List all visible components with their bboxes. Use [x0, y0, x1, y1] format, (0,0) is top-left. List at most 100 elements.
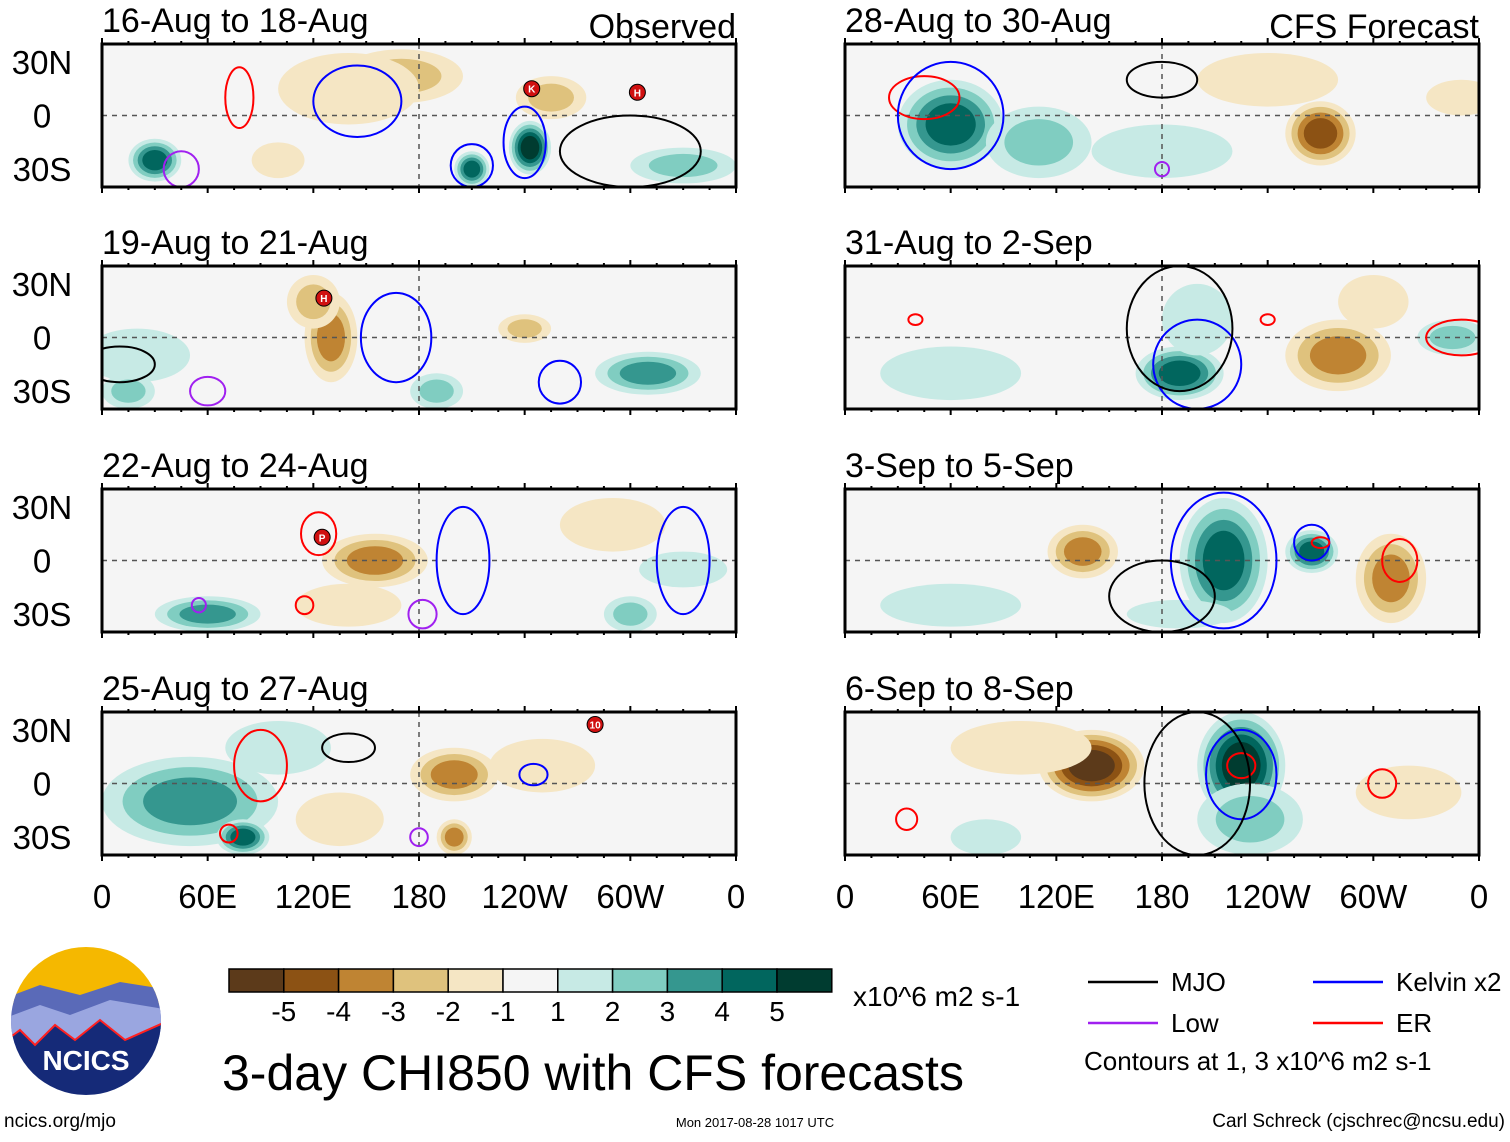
mjo-contour: [102, 345, 156, 384]
x-tick-label: 120W: [1225, 878, 1312, 915]
low-contour: [189, 375, 227, 407]
anomaly-shading: [419, 379, 454, 403]
colorbar-swatch: [666, 968, 723, 993]
anomaly-shading: [950, 819, 1022, 855]
footer-author: Carl Schreck (cjschrec@ncsu.edu): [1212, 1111, 1505, 1132]
mjo-contour: [321, 732, 376, 764]
ncics-logo: NCICS: [11, 947, 161, 1095]
er-contour: [1259, 313, 1276, 326]
svg-text:Low: Low: [1171, 1008, 1219, 1038]
colorbar-swatch: [447, 968, 504, 993]
panel-title: 6-Sep to 8-Sep: [845, 670, 1074, 708]
er-contour: [218, 823, 239, 844]
colorbar-label: -5: [271, 996, 296, 1027]
anomaly-shading: [102, 328, 191, 383]
anomaly-shading: [230, 828, 256, 846]
anomaly-shading: [1355, 765, 1462, 820]
er-contour: [1425, 318, 1479, 357]
er-contour: [907, 313, 924, 326]
kelvin-contour: [655, 505, 711, 616]
svg-text:H: H: [320, 294, 327, 305]
y-tick-label: 30S: [13, 819, 72, 856]
y-tick-label: 0: [33, 543, 51, 580]
svg-text:MJO: MJO: [1171, 967, 1226, 997]
contour-note: Contours at 1, 3 x10^6 m2 s-1: [1084, 1046, 1431, 1076]
er-contour: [224, 66, 255, 130]
colorbar-label: 5: [769, 996, 785, 1027]
anomaly-shading: [1299, 541, 1325, 562]
panel-title: 22-Aug to 24-Aug: [102, 447, 369, 485]
x-tick-label: 0: [727, 878, 745, 915]
tropical-cyclone-icon: P: [313, 528, 331, 546]
x-tick-label: 180: [1134, 878, 1189, 915]
anomaly-shading: [1158, 360, 1201, 386]
kelvin-contour: [1205, 728, 1278, 821]
low-contour: [409, 827, 429, 848]
svg-text:H: H: [634, 88, 641, 99]
anomaly-shading: [295, 583, 402, 627]
map-panel: 10 25-Aug to 27-Aug 30N 0 30S 0 60E 120E 180 120W…: [12, 670, 745, 915]
panel-title: 3-Sep to 5-Sep: [845, 447, 1074, 485]
legend-item: Kelvin x2: [1313, 967, 1502, 997]
y-tick-label: 30N: [12, 266, 73, 303]
low-contour: [190, 597, 207, 614]
colorbar-label: -2: [436, 996, 461, 1027]
x-tick-label: 0: [1470, 878, 1488, 915]
tropical-cyclone-icon: K: [523, 80, 541, 98]
x-tick-label: 60W: [1339, 878, 1408, 915]
anomaly-shading: [179, 604, 236, 624]
colorbar-units: x10^6 m2 s-1: [853, 981, 1020, 1012]
legend-item: ER: [1313, 1008, 1432, 1038]
panel-title: 28-Aug to 30-Aug: [845, 2, 1112, 40]
colorbar-swatch: [337, 968, 395, 993]
anomaly-shading: [1063, 537, 1102, 566]
er-contour: [895, 807, 919, 831]
low-contour: [1153, 160, 1171, 178]
anomaly-shading: [880, 346, 1022, 401]
anomaly-shading: [1004, 119, 1074, 166]
er-contour: [300, 511, 338, 557]
anomaly-shading: [507, 319, 542, 338]
kelvin-contour: [312, 64, 403, 138]
anomaly-shading: [1303, 118, 1338, 149]
x-tick-label: 0: [836, 878, 854, 915]
x-tick-label: 60W: [596, 878, 665, 915]
anomaly-shading: [559, 497, 666, 552]
anomaly-shading: [1429, 325, 1476, 350]
colorbar-swatch: [502, 968, 559, 993]
figure-title: 3-day CHI850 with CFS forecasts: [222, 1045, 964, 1101]
low-contour: [162, 150, 200, 187]
map-panel: P 22-Aug to 24-Aug 30N 0 30S: [12, 447, 738, 638]
kelvin-contour: [518, 762, 549, 787]
anomaly-shading: [251, 142, 305, 179]
er-contour: [1310, 536, 1331, 549]
er-contour: [294, 595, 315, 616]
anomaly-shading: [1202, 530, 1245, 591]
colorbar-swatch: [611, 968, 669, 993]
colorbar-swatch: [228, 968, 285, 993]
anomaly-shading: [430, 760, 478, 789]
legend-item: MJO: [1088, 967, 1226, 997]
kelvin-contour: [537, 359, 583, 405]
anomaly-shading: [225, 720, 331, 775]
anomaly-shading: [619, 361, 677, 385]
anomaly-shading: [1126, 599, 1233, 629]
colorbar-label: -3: [381, 996, 406, 1027]
er-contour: [888, 75, 961, 121]
svg-text:P: P: [319, 533, 326, 544]
anomaly-shading: [142, 149, 168, 171]
colorbar-swatch: [283, 968, 340, 993]
tropical-cyclone-icon: H: [628, 83, 646, 101]
y-tick-label: 0: [33, 98, 51, 135]
colorbar-label: 2: [605, 996, 621, 1027]
er-contour: [1367, 768, 1398, 799]
colorbar-swatch: [721, 968, 778, 993]
y-tick-label: 30N: [12, 712, 73, 749]
colorbar: -5 -4 -3 -2 -1 1 2 3 4 5: [228, 968, 833, 1027]
anomaly-shading: [1215, 796, 1285, 843]
x-tick-label: 60E: [178, 878, 237, 915]
map-panel: H 19-Aug to 21-Aug 30N 0 30S: [12, 224, 738, 415]
tropical-cyclone-icon: 10: [586, 716, 604, 734]
anomaly-shading: [1091, 124, 1233, 179]
kelvin-contour: [449, 143, 494, 187]
